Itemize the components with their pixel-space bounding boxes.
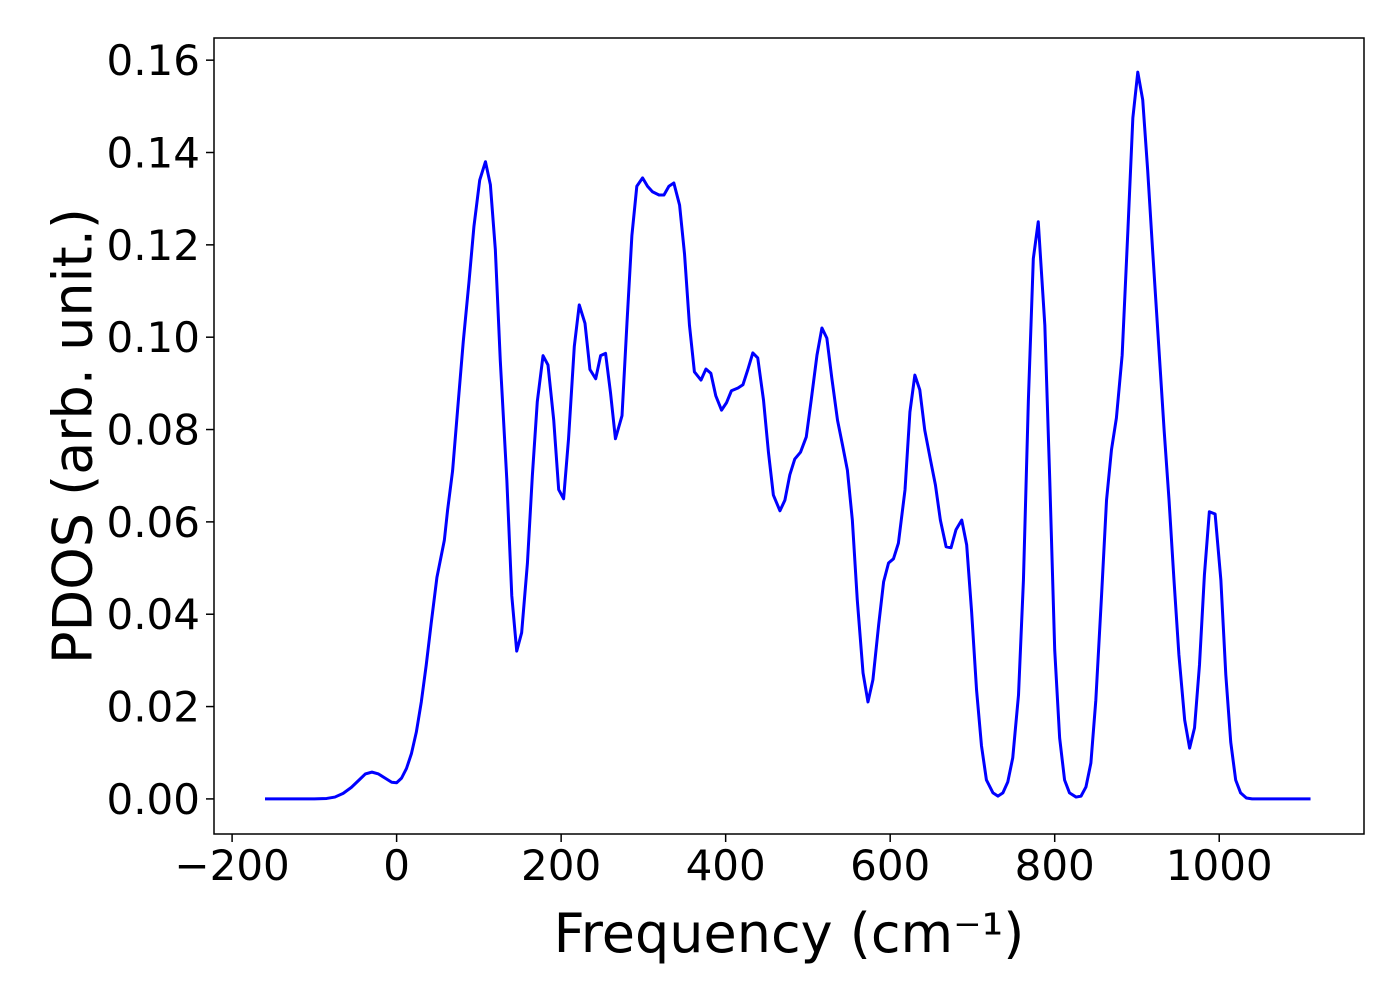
x-tick-label: 200 [521,841,601,890]
x-tick-label: 0 [383,841,410,890]
y-tick-label: 0.12 [106,221,200,270]
x-tick-label: 1000 [1166,841,1273,890]
y-tick-label: 0.08 [106,406,200,455]
x-tick-label: 800 [1015,841,1095,890]
y-tick-label: 0.16 [106,36,200,85]
y-tick-label: 0.14 [106,129,200,178]
x-tick-label: −200 [174,841,289,890]
pdos-line [265,70,1311,801]
y-tick-label: 0.06 [106,498,200,547]
y-tick-label: 0.10 [106,313,200,362]
x-tick-label: 600 [850,841,930,890]
plot-frame [213,37,1365,835]
x-tick-label: 400 [686,841,766,890]
y-axis-label: PDOS (arb. unit.) [42,208,105,664]
y-tick-label: 0.00 [106,775,200,824]
x-axis-label: Frequency (cm⁻¹) [554,902,1025,965]
y-tick-label: 0.02 [106,683,200,732]
y-tick-label: 0.04 [106,590,200,639]
